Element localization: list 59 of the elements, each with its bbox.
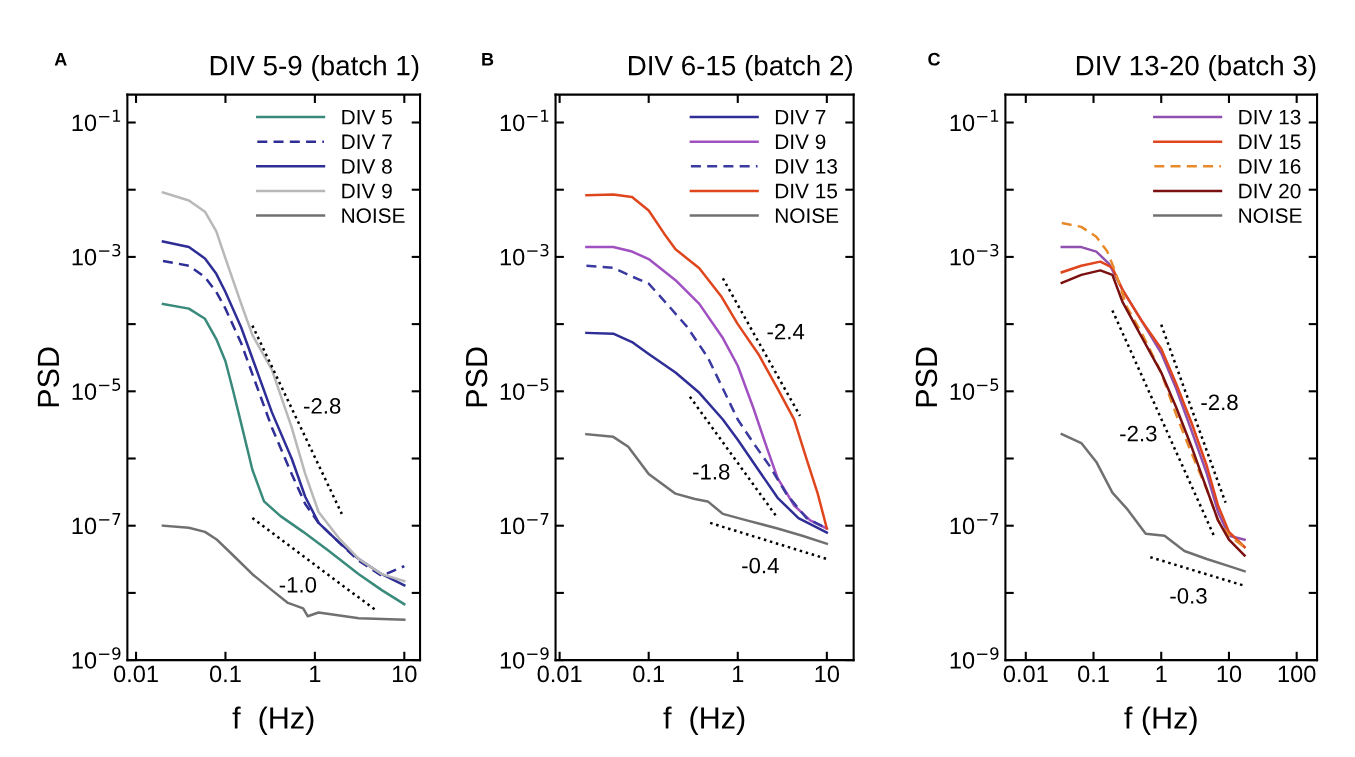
x-tick-label: 0.1: [1078, 665, 1109, 683]
text: B: [482, 53, 494, 66]
y-tick-label: 10$^{−1}$: [72, 109, 121, 132]
x-tick-label: 10: [392, 665, 417, 683]
annotation: -2.4: [767, 323, 805, 340]
y-axis-title: PSD: [37, 347, 60, 407]
x-tick-label: 10: [1217, 665, 1242, 683]
y-axis-title: PSD: [465, 347, 488, 407]
legend-label: NOISE: [1239, 208, 1302, 224]
legend-label: NOISE: [775, 208, 839, 224]
chart-title: DIV 13-20 (batch 3): [1076, 55, 1316, 81]
x-axis-title: f (Hz): [663, 706, 745, 735]
legend-label: DIV 13: [1239, 109, 1301, 125]
text: C: [928, 52, 941, 66]
annotation: -2.8: [1201, 394, 1238, 411]
y-tick-label: 10$^{−1}$: [950, 109, 999, 132]
annotation: -2.8: [304, 398, 341, 414]
x-tick-label: 100: [1278, 665, 1316, 683]
x-tick-label: 0.1: [209, 665, 241, 683]
x-tick-label: 1: [733, 665, 744, 683]
x-axis-title: f (Hz): [232, 706, 314, 735]
legend-label: DIV 13: [775, 159, 838, 174]
chart-title: DIV 6-15 (batch 2): [628, 55, 852, 81]
legend-label: DIV 5: [342, 109, 392, 125]
legend-label: DIV 15: [775, 183, 838, 199]
y-tick-label: 10$^{−3}$: [950, 243, 999, 266]
legend-label: DIV 9: [775, 134, 826, 150]
x-tick-label: 0.01: [1003, 665, 1048, 683]
legend-label: DIV 15: [1239, 134, 1301, 150]
legend-label: DIV 7: [342, 134, 392, 149]
annotation: -1.8: [693, 463, 730, 480]
y-tick-label: 10$^{−5}$: [500, 378, 549, 400]
annotation: -0.4: [742, 557, 779, 574]
y-tick-label: 10$^{−3}$: [72, 243, 121, 266]
y-axis-title: PSD: [915, 347, 938, 407]
legend-label: DIV 9: [342, 183, 392, 199]
chart-title: DIV 5-9 (batch 1): [210, 55, 419, 81]
legend-label: NOISE: [342, 208, 405, 224]
y-tick-label: 10$^{−5}$: [950, 378, 999, 400]
x-tick-label: 10: [815, 665, 840, 683]
annotation: -2.3: [1120, 425, 1157, 442]
y-tick-label: 10$^{−7}$: [500, 513, 549, 535]
y-tick-label: 10$^{−5}$: [72, 378, 121, 400]
legend-label: DIV 16: [1239, 159, 1301, 174]
y-tick-label: 10$^{−9}$: [950, 647, 999, 669]
legend-label: DIV 20: [1239, 183, 1301, 199]
annotation: -0.3: [1170, 588, 1207, 604]
x-axis-title: f (Hz): [1124, 706, 1197, 735]
x-tick-label: 0.1: [633, 665, 664, 683]
y-tick-label: 10$^{−3}$: [500, 243, 549, 266]
y-tick-label: 10$^{−7}$: [72, 513, 121, 535]
legend-label: DIV 7: [775, 109, 826, 125]
x-tick-label: 1: [310, 665, 321, 683]
annotation: -1.0: [279, 576, 317, 593]
legend-label: DIV 8: [342, 159, 392, 174]
text: A: [54, 53, 67, 66]
y-tick-label: 10$^{−1}$: [500, 109, 549, 132]
x-tick-label: 1: [1156, 665, 1167, 683]
y-tick-label: 10$^{−7}$: [950, 513, 999, 535]
